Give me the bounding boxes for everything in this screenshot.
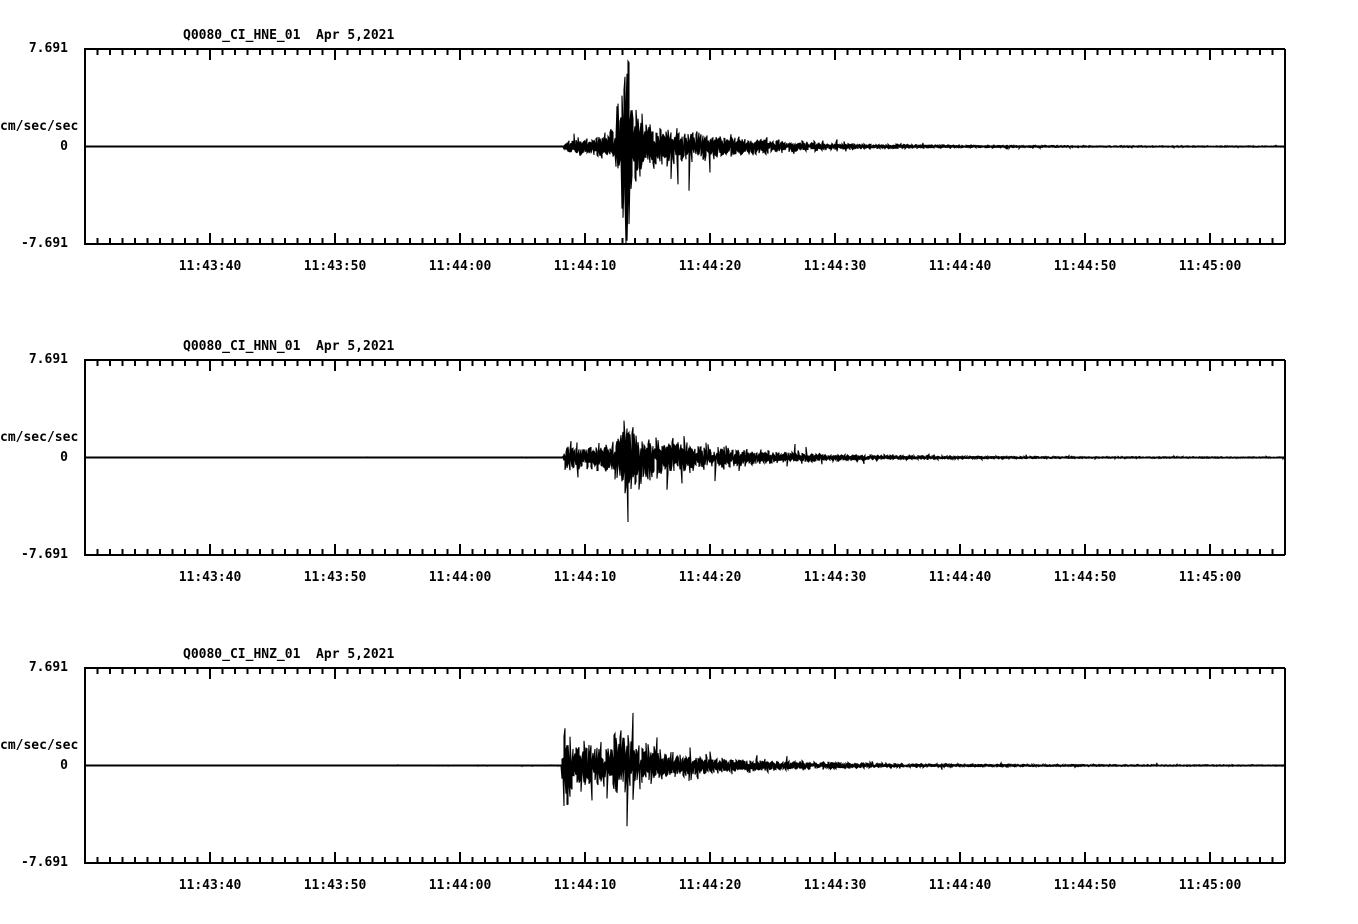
y-axis-units-label: cm/sec/sec [0, 118, 79, 134]
x-tick-label: 11:43:40 [178, 259, 242, 274]
x-tick-label: 11:44:00 [428, 878, 492, 893]
x-tick-label: 11:44:10 [553, 570, 617, 585]
y-tick-label-max: 7.691 [28, 660, 68, 675]
plot-area [84, 359, 1286, 556]
x-tick-label: 11:43:40 [178, 878, 242, 893]
x-tick-label: 11:44:30 [803, 878, 867, 893]
y-tick-label-zero: 0 [60, 138, 68, 154]
x-tick-label: 11:44:00 [428, 259, 492, 274]
x-tick-label: 11:45:00 [1178, 570, 1242, 585]
plot-area [84, 667, 1286, 864]
panel-title: Q0080_CI_HNE_01 Apr 5,2021 [183, 28, 395, 43]
y-tick-label-min: -7.691 [21, 547, 68, 562]
y-tick-label-min: -7.691 [21, 855, 68, 870]
x-tick-label: 11:43:50 [303, 878, 367, 893]
x-tick-label: 11:45:00 [1178, 259, 1242, 274]
y-tick-label-min: -7.691 [21, 236, 68, 251]
waveform-trace [85, 420, 1286, 523]
x-tick-label: 11:44:30 [803, 259, 867, 274]
x-tick-label: 11:44:10 [553, 259, 617, 274]
x-tick-label: 11:44:10 [553, 878, 617, 893]
x-tick-label: 11:44:40 [928, 878, 992, 893]
y-axis-units-label: cm/sec/sec [0, 737, 79, 753]
x-tick-label: 11:43:40 [178, 570, 242, 585]
waveform-trace [85, 712, 1286, 827]
y-tick-label-zero: 0 [60, 757, 68, 773]
x-tick-label: 11:44:00 [428, 570, 492, 585]
x-tick-label: 11:43:50 [303, 259, 367, 274]
axis-ticks [85, 360, 1285, 555]
waveform-trace [85, 59, 1286, 244]
x-tick-label: 11:43:50 [303, 570, 367, 585]
x-tick-label: 11:44:20 [678, 259, 742, 274]
x-tick-label: 11:45:00 [1178, 878, 1242, 893]
y-tick-label-max: 7.691 [28, 352, 68, 367]
axis-ticks [85, 668, 1285, 863]
y-axis-units-label: cm/sec/sec [0, 429, 79, 445]
x-tick-label: 11:44:20 [678, 570, 742, 585]
x-tick-label: 11:44:50 [1053, 259, 1117, 274]
y-tick-label-max: 7.691 [28, 41, 68, 56]
plot-area [84, 48, 1286, 245]
x-tick-label: 11:44:40 [928, 259, 992, 274]
x-tick-label: 11:44:20 [678, 878, 742, 893]
panel-title: Q0080_CI_HNN_01 Apr 5,2021 [183, 339, 395, 354]
panel-title: Q0080_CI_HNZ_01 Apr 5,2021 [183, 647, 395, 662]
x-tick-label: 11:44:50 [1053, 878, 1117, 893]
x-tick-label: 11:44:50 [1053, 570, 1117, 585]
x-tick-label: 11:44:30 [803, 570, 867, 585]
y-tick-label-zero: 0 [60, 449, 68, 465]
x-tick-label: 11:44:40 [928, 570, 992, 585]
